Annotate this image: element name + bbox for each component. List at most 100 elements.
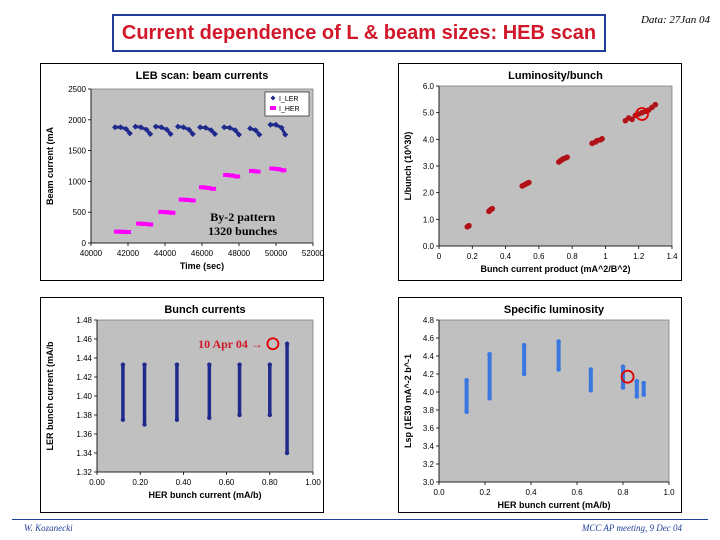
y-tick-label: 1.42 (76, 373, 92, 382)
y-tick-label: 1000 (68, 177, 86, 186)
data-point (126, 130, 133, 137)
legend-box (264, 91, 310, 117)
y-axis-label: Lsp (1E30 mA^-2 b^-1 (403, 354, 413, 448)
x-tick-label: 1 (603, 252, 608, 261)
x-tick-label: 0.60 (219, 478, 235, 487)
chart-title: Specific luminosity (504, 304, 605, 316)
y-tick-label: 4.4 (423, 352, 435, 361)
data-point (464, 409, 469, 415)
y-tick-label: 2000 (68, 116, 86, 125)
data-point (234, 174, 241, 179)
data-point (556, 339, 561, 344)
y-axis-label: Beam current (mA (45, 126, 55, 205)
y-tick-label: 4.8 (423, 316, 435, 325)
data-point (269, 166, 276, 171)
data-point (489, 205, 496, 212)
y-tick-label: 3.0 (423, 478, 435, 487)
data-point (142, 362, 147, 367)
data-point (189, 198, 196, 203)
x-tick-label: 46000 (191, 249, 214, 258)
data-point (267, 412, 272, 418)
legend-label: I_HER (279, 106, 300, 113)
x-axis-label: Bunch current product (mA^2/B^2) (480, 264, 630, 274)
data-point (487, 396, 492, 401)
luminosity-bunch-chart: Luminosity/bunch 0.0 1.0 2.0 3.0 4.0 5.0 6.0 0 0.… (398, 63, 682, 281)
plot-area (438, 85, 673, 247)
y-tick-label: 3.2 (423, 460, 435, 469)
data-point (521, 342, 527, 348)
data-point (466, 222, 472, 229)
beam-currents-svg: LEB scan: beam currents 0 500 1000 1500 2000 2… (45, 70, 325, 271)
specific-luminosity-chart: Specific luminosity 3.0 3.2 3.4 3.6 3.8 4.0 4.2… (398, 297, 682, 513)
x-tick-label: 52000 (302, 249, 325, 258)
data-point (620, 385, 626, 390)
footer-author: W. Kozanecki (24, 523, 73, 533)
data-point (236, 131, 242, 138)
data-point (120, 362, 126, 367)
data-point (464, 378, 469, 383)
y-tick-label: 3.4 (423, 442, 435, 451)
data-point (267, 362, 272, 367)
data-date: Data: 27Jan 04 (640, 14, 710, 26)
x-tick-label: 0.2 (467, 252, 479, 261)
y-tick-label: 1.38 (76, 411, 92, 420)
y-tick-label: 5.0 (423, 109, 435, 118)
y-tick-label: 2500 (68, 85, 86, 94)
y-tick-label: 3.0 (423, 162, 435, 171)
bunch-currents-chart: Bunch currents 1.32 1.34 1.36 1.38 1.40 1.42 1.… (40, 297, 324, 513)
x-tick-label: 0.20 (132, 478, 148, 487)
y-tick-label: 3.6 (423, 424, 435, 433)
data-point (599, 136, 605, 142)
x-tick-label: 42000 (117, 249, 140, 258)
data-point (207, 362, 212, 367)
x-axis-label: HER bunch current (mA/b) (148, 490, 261, 500)
plot-area (96, 319, 314, 473)
specific-luminosity-svg: Specific luminosity 3.0 3.2 3.4 3.6 3.8 4.0 4.2… (403, 304, 675, 510)
x-tick-label: 1.00 (305, 478, 321, 487)
highlight-circle (620, 369, 635, 384)
y-tick-label: 1.48 (76, 316, 92, 325)
x-tick-label: 0.4 (525, 488, 537, 497)
chart-title: Bunch currents (164, 304, 245, 316)
y-tick-label: 1.40 (76, 392, 92, 401)
data-point (142, 422, 147, 427)
y-tick-label: 3.8 (423, 406, 435, 415)
y-tick-label: 4.2 (423, 370, 435, 379)
data-point (237, 412, 242, 418)
data-point (256, 131, 263, 138)
y-axis-label: LER bunch current (mA/b (45, 341, 55, 451)
data-point (120, 417, 126, 422)
legend-marker (270, 106, 276, 110)
y-tick-label: 6.0 (423, 82, 435, 91)
data-point (641, 392, 646, 397)
slide-title: Current dependence of L & beam sizes: HE… (121, 21, 597, 44)
x-axis-label: HER bunch current (mA/b) (497, 500, 610, 510)
y-tick-label: 4.6 (423, 334, 435, 343)
x-tick-label: 0.00 (89, 478, 105, 487)
x-tick-label: 0.40 (176, 478, 192, 487)
data-point (521, 371, 527, 377)
chart-annotation: By-2 pattern (210, 210, 275, 224)
y-tick-label: 2.0 (423, 189, 435, 198)
data-point (211, 130, 218, 137)
x-tick-label: 0.8 (617, 488, 629, 497)
data-point (147, 222, 154, 227)
x-tick-label: 50000 (265, 249, 288, 258)
x-tick-label: 0.6 (533, 252, 545, 261)
chart-annotation: 1320 bunches (208, 224, 277, 238)
x-tick-label: 44000 (154, 249, 177, 258)
luminosity-bunch-svg: Luminosity/bunch 0.0 1.0 2.0 3.0 4.0 5.0 6.0 0 0.… (403, 70, 678, 274)
data-point (588, 367, 594, 372)
x-tick-label: 40000 (80, 249, 103, 258)
data-point (270, 95, 276, 101)
data-point (207, 415, 212, 421)
beam-currents-chart: LEB scan: beam currents 0 500 1000 1500 2000 2… (40, 63, 325, 281)
data-point (141, 221, 148, 226)
data-point (210, 186, 217, 191)
chart-title: Luminosity/bunch (508, 70, 603, 82)
date-annotation: 10 Apr 04 → (198, 337, 263, 351)
y-axis-label: L/bunch (10^30) (403, 132, 413, 201)
data-point (487, 351, 492, 357)
plot-area (438, 319, 670, 483)
data-point (588, 387, 594, 393)
